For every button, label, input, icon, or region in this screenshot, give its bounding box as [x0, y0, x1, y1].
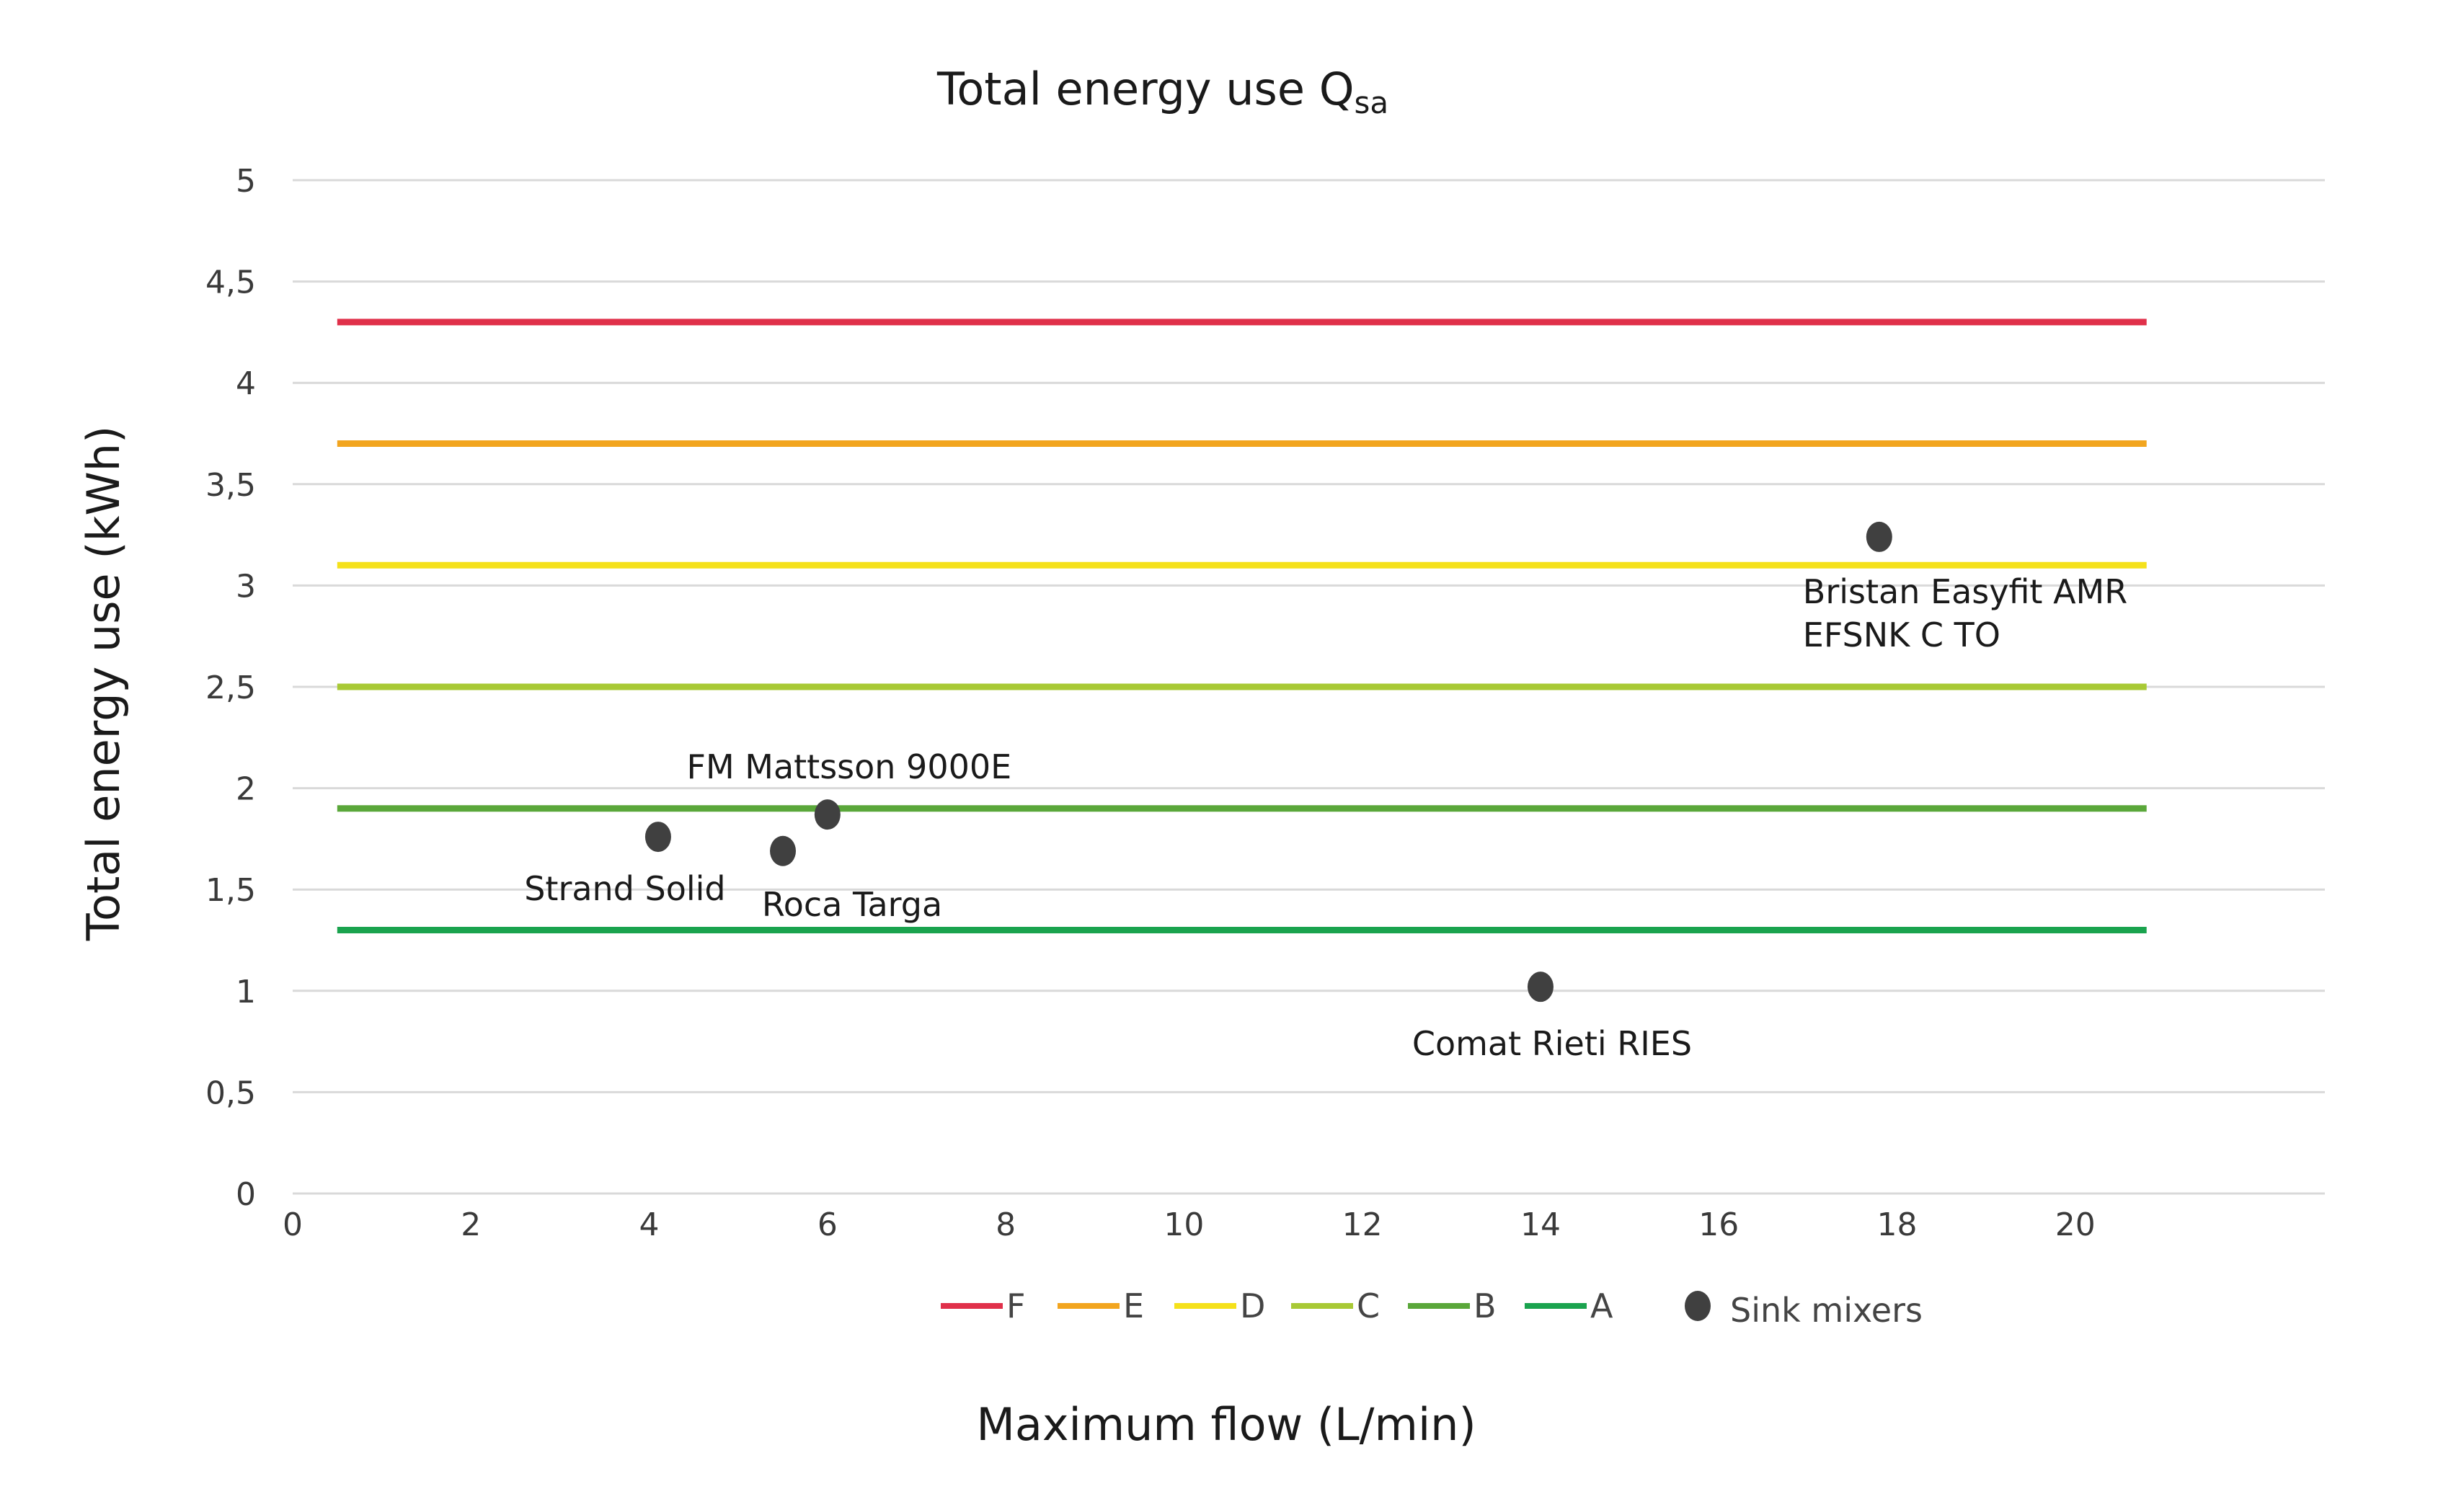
y-tick-label: 4 [236, 365, 256, 402]
x-tick-label: 14 [1520, 1206, 1561, 1243]
legend-label-f: F [1006, 1286, 1025, 1325]
y-tick-label: 0 [236, 1176, 256, 1213]
y-tick-label: 2,5 [205, 670, 256, 706]
x-tick-label: 20 [2055, 1206, 2096, 1243]
y-tick-label: 4,5 [205, 265, 256, 301]
data-points [644, 521, 1892, 1003]
y-tick-label: 3,5 [205, 467, 256, 504]
x-tick-label: 12 [1342, 1206, 1383, 1243]
y-tick-label: 2 [236, 771, 256, 808]
legend-label-c: C [1357, 1286, 1380, 1325]
chart-title-main: Total energy use Q [936, 63, 1355, 115]
data-label: Bristan Easyfit AMR [1803, 572, 2127, 611]
legend-label-e: E [1123, 1286, 1144, 1325]
legend-label-b: B [1473, 1286, 1497, 1325]
y-tick-label: 0,5 [205, 1075, 256, 1111]
x-tick-label: 4 [639, 1206, 660, 1243]
data-label: EFSNK C TO [1803, 615, 2000, 654]
data-point [1866, 521, 1892, 552]
threshold-lines [337, 319, 2147, 933]
y-tick-label: 3 [236, 568, 256, 605]
legend-label-d: D [1240, 1286, 1265, 1325]
y-axis-title: Total energy use (kWh) [77, 426, 130, 942]
x-tick-label: 6 [817, 1206, 838, 1243]
legend-label-a: A [1590, 1286, 1613, 1325]
data-point [814, 799, 841, 830]
y-axis-ticks: 0 0,5 1 1,5 2 2,5 3 3,5 4 4,5 5 [205, 163, 256, 1213]
point-labels: Strand Solid Roca Targa FM Mattsson 9000E C… [524, 572, 2127, 1063]
x-axis-title: Maximum flow (L/min) [976, 1398, 1476, 1451]
legend-marker-sink-mixers [1685, 1291, 1711, 1321]
data-point [644, 822, 671, 853]
legend: F E D C B A Sink mixers [941, 1286, 1923, 1330]
data-label: FM Mattsson 9000E [686, 747, 1011, 786]
x-tick-label: 2 [461, 1206, 481, 1243]
x-tick-label: 16 [1698, 1206, 1739, 1243]
data-label: Roca Targa [762, 885, 942, 924]
x-tick-label: 10 [1164, 1206, 1204, 1243]
y-tick-label: 1,5 [205, 872, 256, 909]
x-tick-label: 18 [1877, 1206, 1918, 1243]
data-point [770, 835, 797, 866]
x-tick-label: 0 [283, 1206, 303, 1243]
data-label: Comat Rieti RIES [1412, 1024, 1692, 1063]
y-tick-label: 1 [236, 974, 256, 1010]
legend-label-sink-mixers: Sink mixers [1730, 1291, 1923, 1330]
data-label: Strand Solid [524, 869, 725, 908]
x-axis-ticks: 0 2 4 6 8 10 12 14 16 18 20 [283, 1206, 2096, 1243]
chart-title: Total energy use Qsa [936, 63, 1388, 120]
grid-lines [293, 179, 2325, 1093]
x-tick-label: 8 [996, 1206, 1016, 1243]
data-point [1527, 972, 1554, 1003]
y-tick-label: 5 [236, 163, 256, 200]
chart-title-subscript: sa [1355, 85, 1389, 120]
